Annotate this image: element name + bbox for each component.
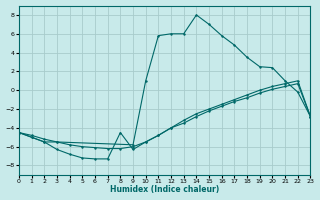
X-axis label: Humidex (Indice chaleur): Humidex (Indice chaleur) xyxy=(110,185,219,194)
